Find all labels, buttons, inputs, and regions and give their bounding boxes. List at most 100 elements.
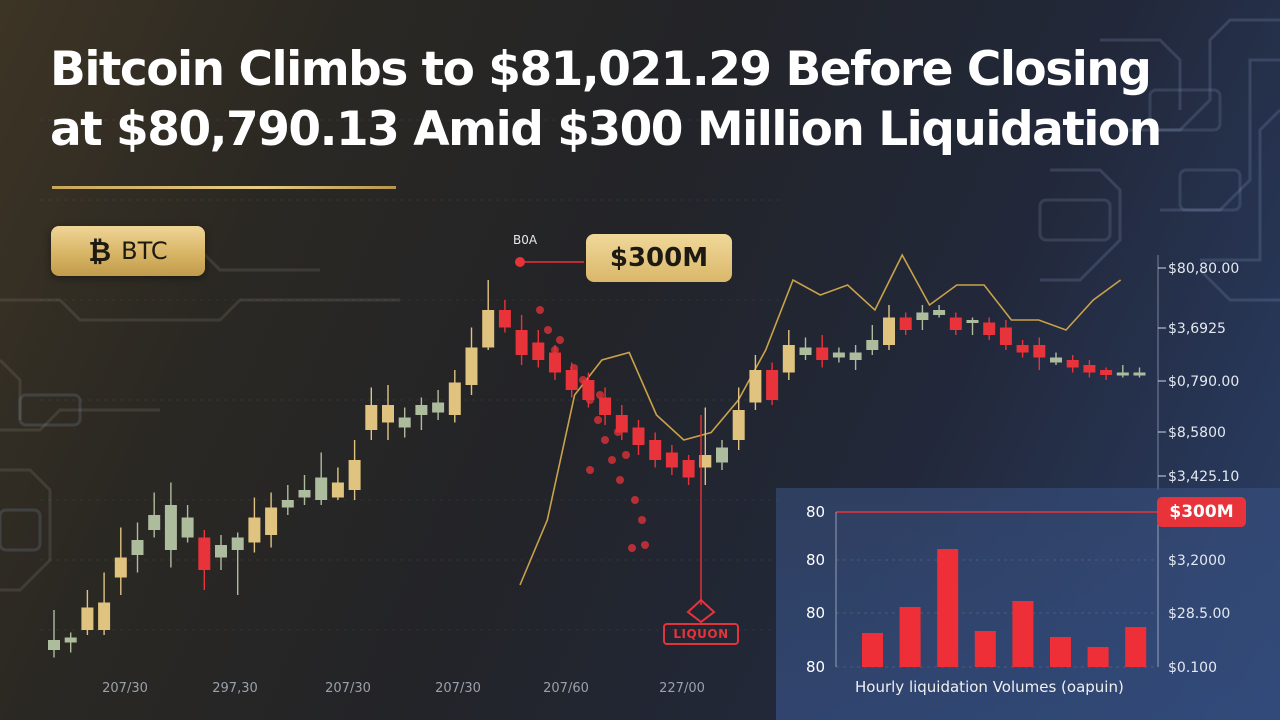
candle-body xyxy=(832,352,845,358)
liquidation-splatter xyxy=(596,391,604,399)
liquidation-bar xyxy=(1087,647,1109,667)
threshold-callout: $300M xyxy=(1157,497,1246,527)
candle-body xyxy=(1133,372,1146,376)
circuit-trace xyxy=(0,298,400,322)
candle-body xyxy=(81,607,94,630)
circuit-trace xyxy=(1040,168,1122,282)
liquidation-splatter xyxy=(608,456,616,464)
candle-body xyxy=(98,602,111,630)
candle-body xyxy=(281,500,294,508)
candle-body xyxy=(949,317,962,330)
candle-body xyxy=(716,447,728,463)
candle-body xyxy=(315,477,328,500)
candle-body xyxy=(782,345,795,373)
liquidation-splatter xyxy=(628,544,636,552)
candle-body xyxy=(515,330,528,355)
bar-right-tick-label: $28.5.00 xyxy=(1168,606,1230,622)
x-tick-label: 207/30 xyxy=(102,681,148,696)
candle-body xyxy=(465,347,478,385)
candle-body xyxy=(732,410,745,440)
bar-left-tick-label: 80 xyxy=(806,604,825,622)
liquidation-splatter xyxy=(622,451,630,459)
candle-body xyxy=(365,405,378,430)
candle-body xyxy=(649,440,662,460)
candle-body xyxy=(799,347,812,355)
bar-left-tick-label: 80 xyxy=(806,503,825,521)
candle-body xyxy=(48,640,60,650)
candle-body xyxy=(131,540,144,555)
candle-body xyxy=(816,347,829,360)
circuit-node xyxy=(1038,198,1112,242)
x-tick-label: 207/30 xyxy=(435,681,481,696)
candle-body xyxy=(415,405,428,415)
y-tick-label: $3,425.10 xyxy=(1168,469,1239,485)
y-tick-label: $3,6925 xyxy=(1168,321,1226,337)
circuit-node xyxy=(1178,168,1242,212)
candle-body xyxy=(198,537,211,570)
circuit-node xyxy=(1148,88,1222,132)
btc-badge: ₿ BTC xyxy=(51,226,205,276)
circuit-trace xyxy=(1198,268,1280,302)
candle-body xyxy=(933,310,946,315)
candle-body xyxy=(899,317,912,330)
x-tick-label: 227/00 xyxy=(659,681,705,696)
candle-body xyxy=(432,402,445,413)
peak-marker-label: B0A xyxy=(513,233,538,247)
liquidation-bar xyxy=(862,633,883,667)
candle-body xyxy=(699,455,712,468)
candle-body xyxy=(331,482,344,498)
liquidation-bar xyxy=(899,607,921,667)
candle-body xyxy=(215,545,227,558)
liquidation-splatter xyxy=(586,466,594,474)
liquidation-bar xyxy=(974,631,996,667)
headline-line-1: Bitcoin Climbs to $81,021.29 Before Clos… xyxy=(50,42,1152,97)
liquidation-bar xyxy=(937,549,959,667)
liquidation-splatter xyxy=(536,306,544,314)
candle-body xyxy=(1033,345,1046,358)
bitcoin-icon: ₿ xyxy=(88,234,112,268)
x-tick-label: 207/60 xyxy=(543,681,589,696)
headline-line-2: at $80,790.13 Amid $300 Million Liquidat… xyxy=(50,102,1162,157)
candle-body xyxy=(181,517,194,538)
candle-body xyxy=(482,310,495,348)
circuit-trace xyxy=(1200,108,1280,262)
liquidation-splatter xyxy=(594,416,602,424)
candle-body xyxy=(883,317,895,345)
circuit-trace xyxy=(1160,58,1280,212)
candle-body xyxy=(766,370,779,400)
candle-body xyxy=(532,342,545,360)
y-tick-label: $8,5800 xyxy=(1168,425,1226,441)
candle-body xyxy=(64,637,77,643)
x-tick-label: 207/30 xyxy=(325,681,371,696)
candle-body xyxy=(398,417,411,428)
y-tick-label: $80,80.00 xyxy=(1168,261,1239,277)
liquidation-bar xyxy=(1125,627,1147,667)
liquidation-splatter xyxy=(601,436,609,444)
headline: Bitcoin Climbs to $81,021.29 Before Clos… xyxy=(50,40,1162,160)
candle-body xyxy=(1116,372,1129,376)
candle-body xyxy=(983,322,996,335)
candle-body xyxy=(849,352,862,360)
candle-body xyxy=(682,460,695,478)
circuit-node xyxy=(18,393,82,427)
circuit-node xyxy=(0,508,42,552)
circuit-trace xyxy=(1100,38,1182,110)
candle-body xyxy=(1016,345,1029,353)
x-tick-label: 297,30 xyxy=(212,681,258,696)
circuit-trace xyxy=(0,408,160,432)
candle-body xyxy=(1083,365,1096,373)
bar-left-tick-label: 80 xyxy=(806,551,825,569)
liquidation-splatter xyxy=(631,496,639,504)
candle-body xyxy=(749,370,762,403)
candle-body xyxy=(966,320,979,323)
candle-body xyxy=(866,340,879,350)
candle-body xyxy=(164,505,177,550)
bar-chart-title: Hourly liquidation Volumes (oapuin) xyxy=(855,678,1124,696)
candle-body xyxy=(231,537,244,550)
btc-label: BTC xyxy=(121,237,168,265)
candle-body xyxy=(582,380,595,400)
overlay-trend-line xyxy=(519,253,1122,586)
candle-body xyxy=(265,507,278,535)
